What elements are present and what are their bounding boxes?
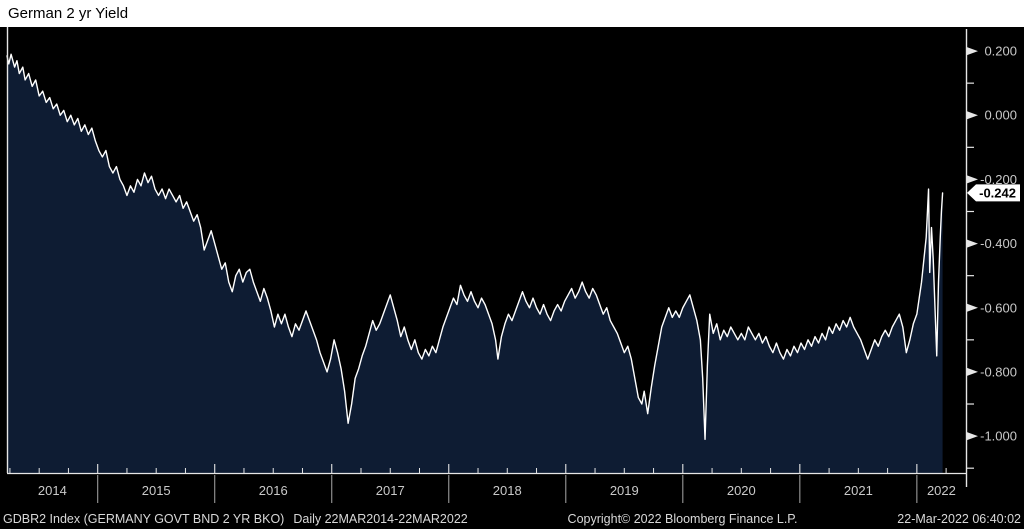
y-tick-label: 0.200	[984, 44, 1017, 59]
x-tick-label: 2020	[727, 483, 756, 498]
last-value-label: -0.242	[979, 185, 1016, 200]
x-tick-label: 2021	[844, 483, 873, 498]
y-tick-label: -0.600	[980, 300, 1017, 315]
y-tick-arrow	[967, 175, 978, 184]
y-tick-arrow	[967, 111, 978, 120]
last-value-tag	[967, 184, 1020, 202]
x-tick-label: 2016	[259, 483, 288, 498]
x-tick-label: 2014	[38, 483, 67, 498]
security-info: GDBR2 Index (GERMANY GOVT BND 2 YR BKO) …	[3, 512, 468, 526]
y-tick-arrow	[967, 367, 978, 376]
y-tick-arrow	[967, 432, 978, 441]
timestamp: 22-Mar-2022 06:40:02	[897, 511, 1021, 526]
y-tick-label: -0.400	[980, 236, 1017, 251]
plot-area[interactable]: 0.200 0.000 -0.200 -0.400 -0.600 -0.800 -1.000…	[0, 27, 1024, 532]
x-tick-label: 2022	[927, 483, 956, 498]
y-tick-label: -0.800	[980, 364, 1017, 379]
page-title: German 2 yr Yield	[8, 5, 129, 22]
y-tick-arrow	[967, 303, 978, 312]
security-description: GDBR2 Index (GERMANY GOVT BND 2 YR BKO)	[3, 511, 285, 526]
x-tick-label: 2018	[493, 483, 522, 498]
copyright-text: Copyright© 2022 Bloomberg Finance L.P.	[567, 511, 798, 526]
chart-title-bar: German 2 yr Yield	[0, 0, 1024, 27]
y-tick-label: -1.000	[980, 429, 1017, 444]
yield-area-fill	[7, 54, 943, 474]
x-tick-label: 2015	[142, 483, 171, 498]
status-bar: GDBR2 Index (GERMANY GOVT BND 2 YR BKO) …	[0, 508, 1024, 529]
y-tick-arrow	[967, 47, 978, 56]
x-tick-label: 2017	[376, 483, 405, 498]
date-range-label: Daily 22MAR2014-22MAR2022	[293, 511, 468, 526]
yield-line	[6, 53, 944, 441]
y-tick-label: -0.200	[980, 172, 1017, 187]
x-tick-label: 2019	[610, 483, 639, 498]
y-tick-label: 0.000	[984, 108, 1017, 123]
chart-region: 0.200 0.000 -0.200 -0.400 -0.600 -0.800 -1.000…	[0, 27, 1024, 532]
bottom-strip	[0, 529, 1024, 532]
y-tick-arrow	[967, 239, 978, 248]
